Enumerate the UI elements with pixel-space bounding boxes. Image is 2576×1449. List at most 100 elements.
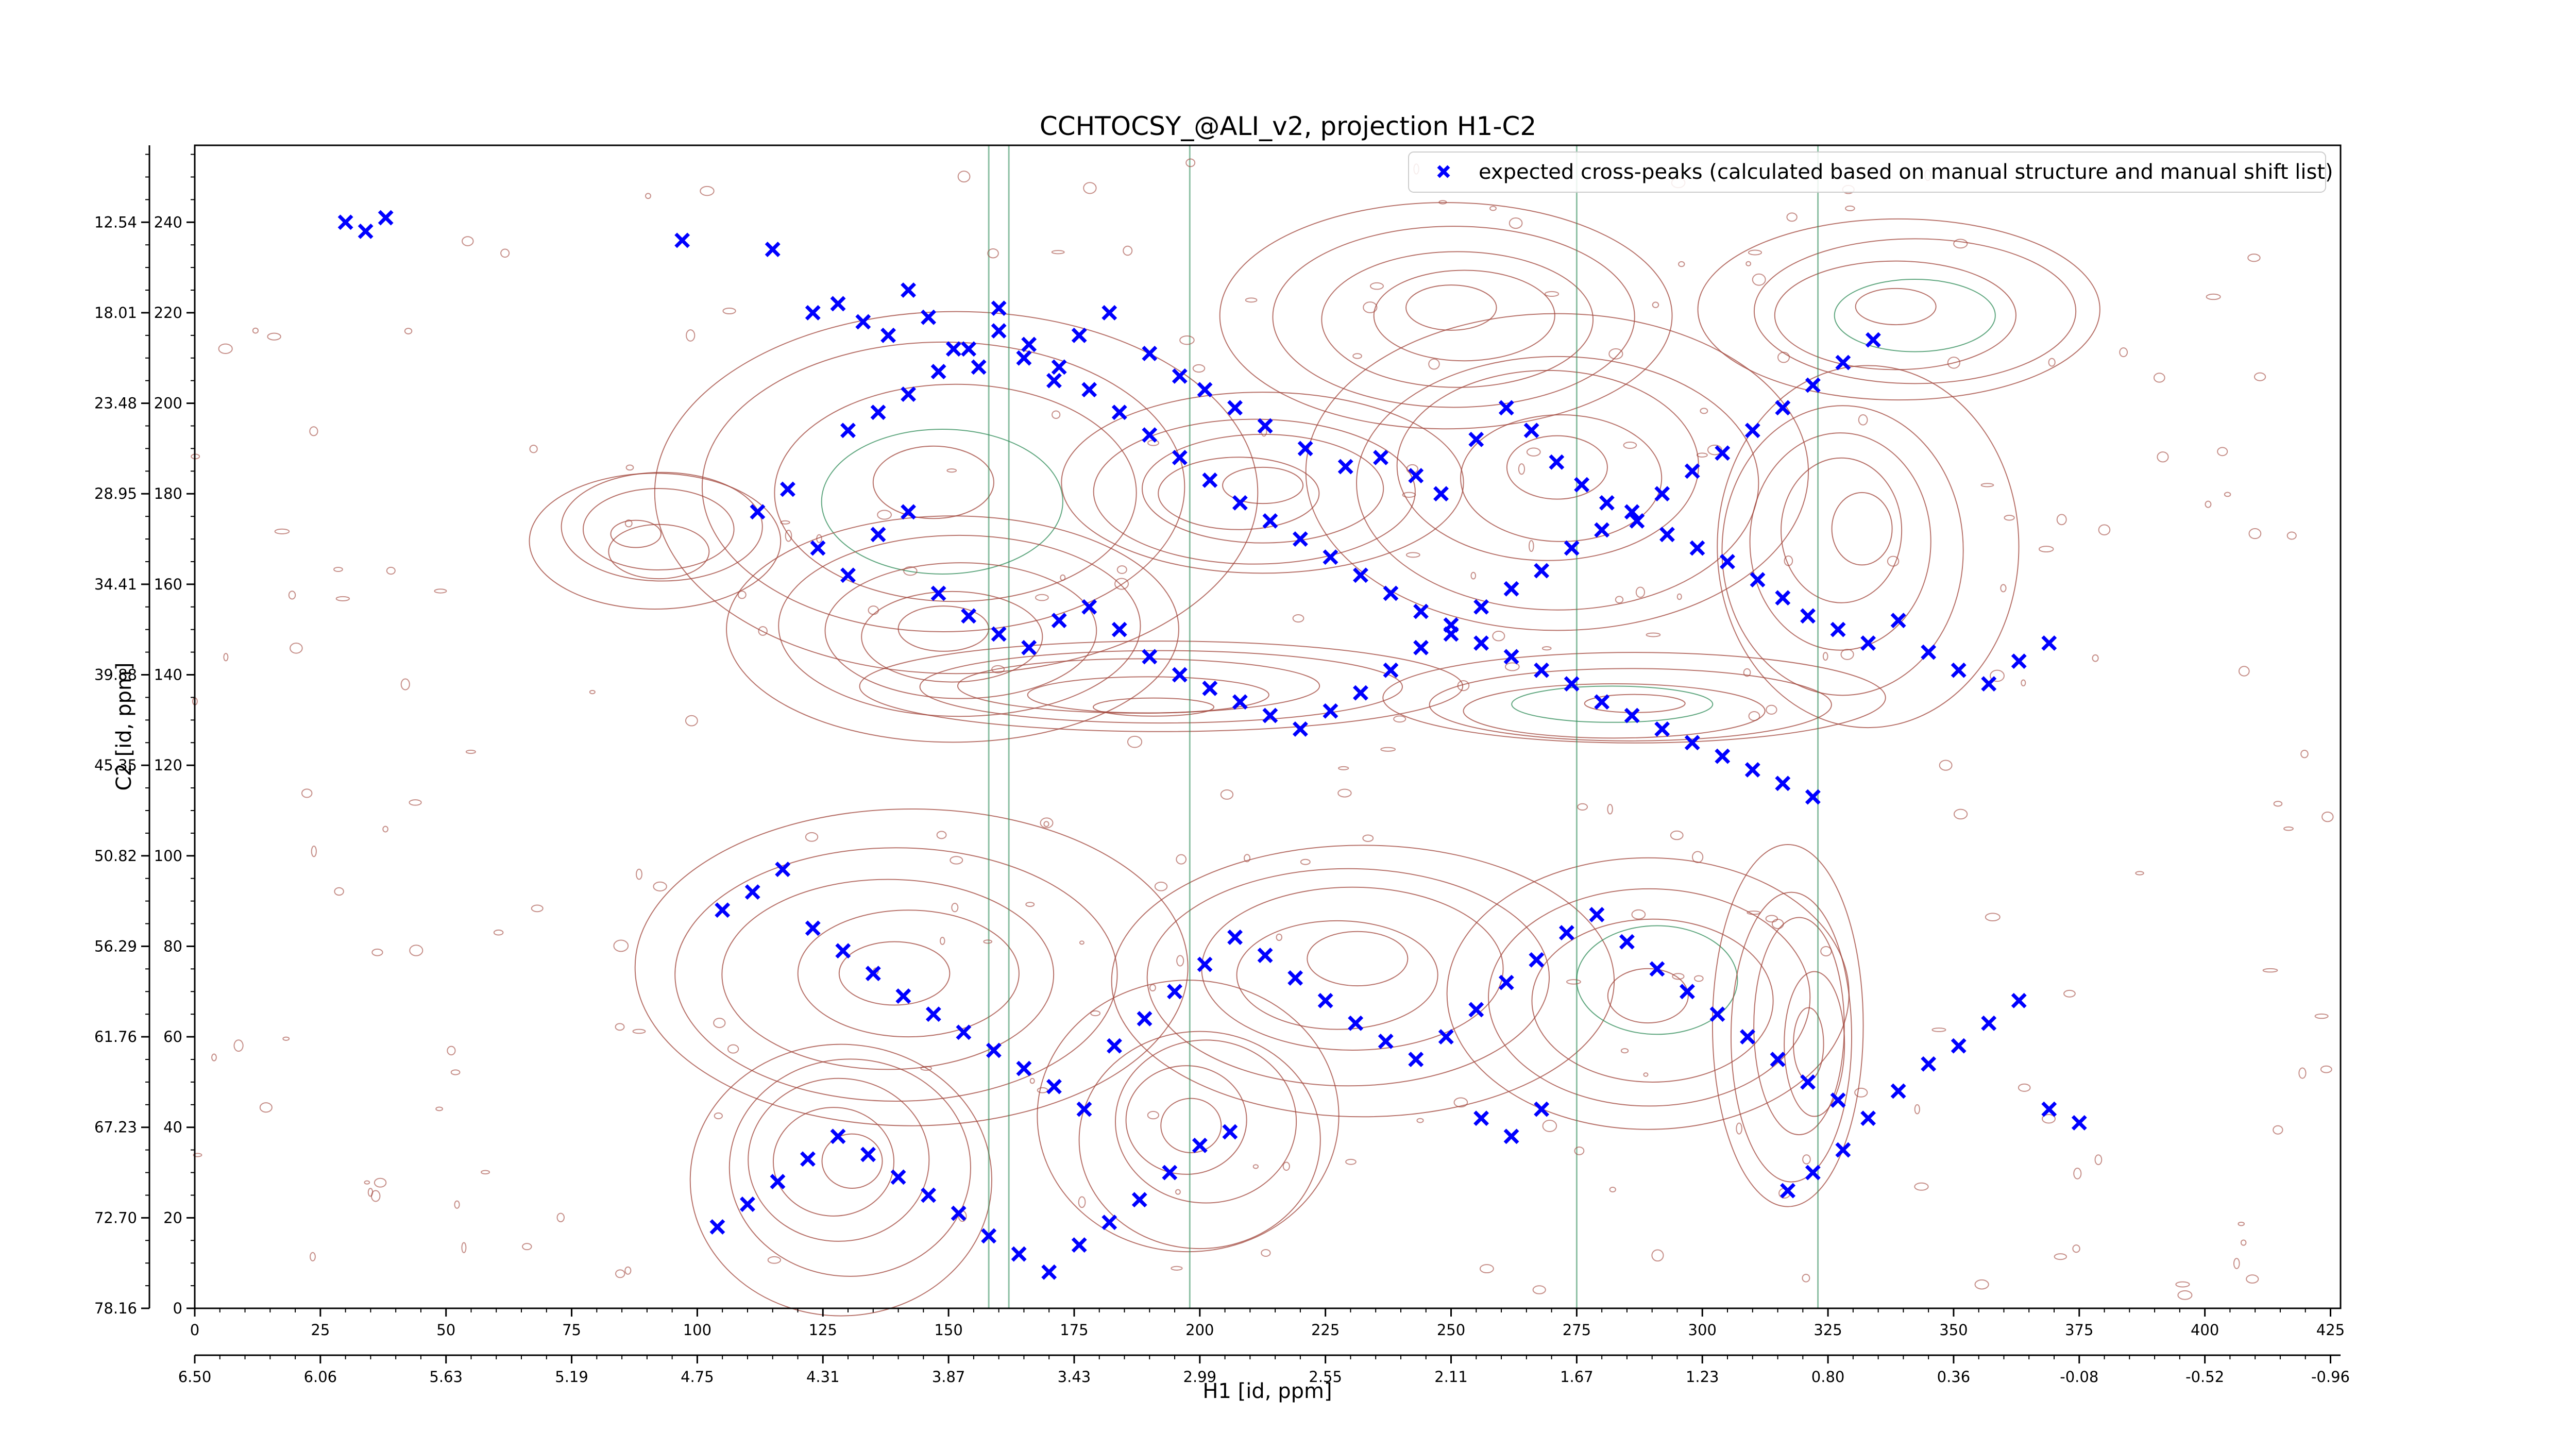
cross-peak-marker <box>1287 970 1303 986</box>
cross-peak-marker <box>1081 599 1097 615</box>
noise-contour <box>2238 1221 2245 1226</box>
noise-contour <box>1786 212 1798 222</box>
cross-peak-marker <box>1051 359 1067 375</box>
noise-contour <box>1615 596 1624 604</box>
contour-ring <box>1749 432 1931 651</box>
cross-peak-marker <box>1107 1038 1122 1054</box>
cross-peak-marker <box>1680 984 1695 1000</box>
cross-peak-marker <box>1574 477 1590 493</box>
noise-contour <box>1192 364 1206 373</box>
cross-peak-marker <box>770 1174 786 1190</box>
y-ppm-tick-label: 12.54 <box>94 213 137 231</box>
contour-ring <box>1272 226 1635 408</box>
noise-contour <box>2021 679 2026 687</box>
noise-contour <box>461 1242 467 1253</box>
noise-contour <box>1029 1077 1035 1084</box>
cross-peak-marker <box>1775 400 1791 416</box>
contour-ring <box>872 445 994 519</box>
contour-ring <box>1834 279 1996 352</box>
noise-contour <box>951 903 959 913</box>
cross-peak-marker <box>1800 608 1816 624</box>
spectrum-contours <box>191 145 2334 1317</box>
noise-contour <box>1854 1087 1868 1098</box>
contour-ring <box>1753 917 1845 1136</box>
noise-contour <box>737 591 747 599</box>
noise-contour <box>1504 662 1520 671</box>
x-ppm-tick-label: 2.55 <box>1309 1368 1342 1386</box>
contour-ring <box>861 591 1043 683</box>
noise-contour <box>2246 1274 2259 1284</box>
contour-ring <box>859 641 1464 732</box>
contour-ring <box>1158 457 1320 530</box>
cross-peak-marker <box>1684 463 1700 479</box>
noise-contour <box>334 887 344 896</box>
noise-contour <box>1220 789 1234 800</box>
noise-contour <box>991 665 1005 673</box>
noise-contour <box>1479 1264 1494 1274</box>
x-index-tick-label: 325 <box>1814 1321 1842 1339</box>
cross-peak-marker <box>1222 1124 1238 1140</box>
y-ppm-tick-label: 18.01 <box>94 304 137 322</box>
x-ppm-tick-label: 1.67 <box>1560 1368 1594 1386</box>
x-index-tick-label: 300 <box>1688 1321 1717 1339</box>
contour-ring <box>1697 218 2100 401</box>
cross-peak-marker <box>1101 1215 1117 1231</box>
noise-contour <box>1405 552 1420 558</box>
cross-peak-marker <box>1257 418 1273 434</box>
noise-contour <box>987 248 999 259</box>
cross-peak-marker <box>901 282 917 298</box>
noise-contour <box>1693 975 1704 982</box>
noise-contour <box>624 519 633 528</box>
cross-peak-marker <box>991 300 1007 316</box>
noise-contour <box>382 825 388 833</box>
y-ppm-tick-label: 72.70 <box>94 1209 137 1226</box>
noise-contour <box>2098 524 2111 536</box>
noise-contour <box>1840 649 1854 660</box>
cross-peak-marker <box>1041 1264 1057 1280</box>
contour-ring <box>610 519 662 548</box>
noise-contour <box>1676 593 1682 600</box>
x-ppm-tick-label: 4.31 <box>806 1368 840 1386</box>
noise-contour <box>1457 680 1470 692</box>
contour-ring <box>772 1107 895 1217</box>
noise-contour <box>1114 578 1129 590</box>
x-index-tick-label: 150 <box>934 1321 962 1339</box>
cross-peak-marker <box>1353 685 1368 701</box>
noise-contour <box>333 566 343 572</box>
cross-peak-marker <box>1473 1110 1489 1126</box>
cross-peak-marker <box>1529 952 1545 968</box>
cross-peak-marker <box>1383 662 1399 678</box>
cross-peak-marker <box>961 341 977 357</box>
noise-contour <box>1489 206 1497 211</box>
noise-contour <box>1635 586 1646 598</box>
cross-peak-marker <box>1498 974 1514 990</box>
x-ppm-tick-label: -0.96 <box>2311 1368 2350 1386</box>
cross-peak-marker <box>1046 1079 1062 1094</box>
cross-peak-marker <box>1534 563 1550 579</box>
y-ppm-tick-label: 61.76 <box>94 1028 137 1046</box>
cross-peak-marker <box>1292 721 1308 737</box>
y-index-tick-label: 40 <box>163 1119 182 1136</box>
noise-contour <box>386 566 396 575</box>
expected-cross-peaks <box>337 210 2087 1280</box>
noise-contour <box>1051 250 1065 255</box>
cross-peak-marker <box>1860 635 1876 651</box>
cross-peak-marker <box>1951 1038 1967 1054</box>
noise-contour <box>1748 249 1762 256</box>
noise-contour <box>193 1153 202 1157</box>
noise-contour <box>1337 788 1352 798</box>
noise-contour <box>1338 766 1349 770</box>
noise-contour <box>615 1269 625 1278</box>
noise-contour <box>2063 989 2076 998</box>
y-ppm-tick-label: 39.88 <box>94 666 137 684</box>
noise-contour <box>1766 704 1777 715</box>
contour-ring <box>634 808 1189 1126</box>
noise-contour <box>1518 463 1526 475</box>
noise-contour <box>2283 826 2294 831</box>
noise-contour <box>1939 760 1953 771</box>
noise-contour <box>1691 851 1704 863</box>
noise-contour <box>1678 261 1685 267</box>
noise-contour <box>1035 594 1049 601</box>
x-index-tick-label: 250 <box>1437 1321 1465 1339</box>
cross-peak-marker <box>1951 662 1967 678</box>
